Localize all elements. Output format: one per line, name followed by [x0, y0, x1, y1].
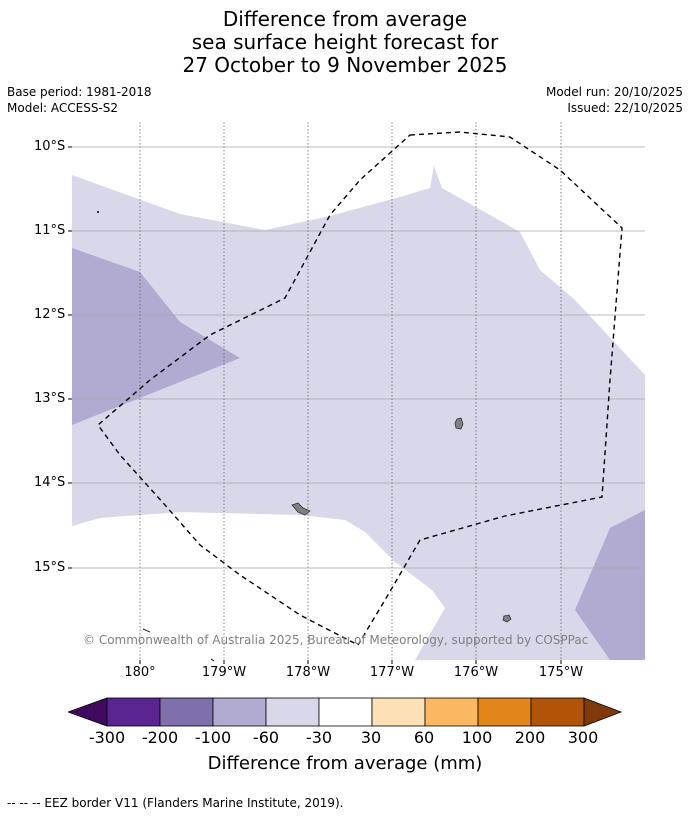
- island-small-s: [210, 658, 215, 662]
- island-nukunonu: [454, 417, 464, 430]
- lon-label-176w: 176°W: [453, 665, 499, 680]
- colorbar-tick: -60: [252, 728, 280, 747]
- colorbar-segment: [106, 697, 161, 727]
- colorbar-segment: [530, 697, 585, 727]
- island-atafu: [291, 502, 311, 516]
- lon-label-178w: 178°W: [285, 665, 331, 680]
- model-name: Model: ACCESS-S2: [7, 101, 119, 115]
- anomaly-region-southeast: [575, 510, 645, 660]
- colorbar-tick: 60: [413, 728, 435, 747]
- title-line-3: 27 October to 9 November 2025: [182, 53, 508, 77]
- island-small-nw: [97, 211, 99, 213]
- colorbar-tick: 30: [360, 728, 382, 747]
- colorbar-segment: [477, 697, 532, 727]
- eez-footnote: -- -- -- EEZ border V11 (Flanders Marine…: [7, 796, 344, 810]
- map-panel: [68, 122, 645, 664]
- colorbar-tick: 200: [514, 728, 546, 747]
- lon-label-177w: 177°W: [369, 665, 415, 680]
- lat-label-10s: 10°S: [34, 139, 66, 154]
- lat-label-12s: 12°S: [34, 307, 66, 322]
- base-period: Base period: 1981-2018: [7, 85, 152, 99]
- model-run: Model run: 20/10/2025: [545, 85, 683, 99]
- colorbar-tick: -200: [141, 728, 179, 747]
- colorbar-tick: 100: [461, 728, 493, 747]
- island-small-sw: [142, 628, 151, 633]
- colorbar: [68, 697, 623, 727]
- title-line-1: Difference from average: [222, 7, 468, 31]
- lat-label-15s: 15°S: [34, 560, 66, 575]
- island-fakaofo: [502, 614, 512, 623]
- lon-label-175w: 175°W: [538, 665, 584, 680]
- axis-ticks: [68, 146, 562, 664]
- colorbar-tick: -100: [194, 728, 232, 747]
- meta-left: Base period: 1981-2018 Model: ACCESS-S2: [7, 84, 152, 116]
- colorbar-tick: -300: [88, 728, 126, 747]
- colorbar-segment: [371, 697, 426, 727]
- chart-title: Difference from average sea surface heig…: [0, 8, 690, 77]
- colorbar-tick: -30: [305, 728, 333, 747]
- colorbar-segment: [265, 697, 320, 727]
- lat-label-14s: 14°S: [34, 475, 66, 490]
- colorbar-segment: [318, 697, 373, 727]
- lon-label-180: 180°: [124, 665, 156, 680]
- copyright-notice: © Commonwealth of Australia 2025, Bureau…: [83, 633, 589, 647]
- eez-border: [97, 131, 623, 646]
- lat-label-13s: 13°S: [34, 391, 66, 406]
- colorbar-extend-low: [68, 697, 108, 727]
- meta-right: Model run: 20/10/2025 Issued: 22/10/2025: [546, 84, 683, 116]
- lon-gridlines: [139, 122, 562, 660]
- colorbar-segment: [159, 697, 214, 727]
- issued-date: Issued: 22/10/2025: [567, 101, 683, 115]
- lat-label-11s: 11°S: [34, 223, 66, 238]
- colorbar-label: Difference from average (mm): [207, 753, 483, 774]
- colorbar-extend-high: [583, 697, 623, 727]
- lat-gridlines: [72, 146, 645, 569]
- title-line-2: sea surface height forecast for: [191, 30, 499, 54]
- colorbar-segment: [212, 697, 267, 727]
- colorbar-segment: [424, 697, 479, 727]
- colorbar-tick: 300: [567, 728, 599, 747]
- lon-label-179w: 179°W: [201, 665, 247, 680]
- anomaly-region-light: [72, 166, 645, 660]
- anomaly-region-west: [72, 248, 240, 425]
